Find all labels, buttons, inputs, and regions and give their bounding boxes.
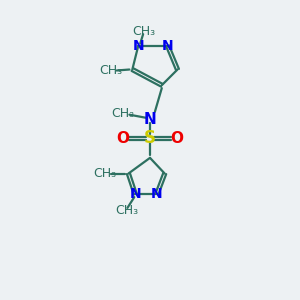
Text: N: N [144,112,156,127]
Text: CH₃: CH₃ [99,64,122,77]
Text: CH₃: CH₃ [93,167,116,180]
Text: O: O [171,131,184,146]
Text: N: N [162,39,173,53]
Text: N: N [132,39,144,53]
Text: CH₃: CH₃ [133,25,156,38]
Text: S: S [144,129,156,147]
Text: N: N [130,187,141,201]
Text: O: O [116,131,129,146]
Text: N: N [151,187,163,201]
Text: CH₃: CH₃ [111,107,134,120]
Text: CH₃: CH₃ [115,204,138,218]
